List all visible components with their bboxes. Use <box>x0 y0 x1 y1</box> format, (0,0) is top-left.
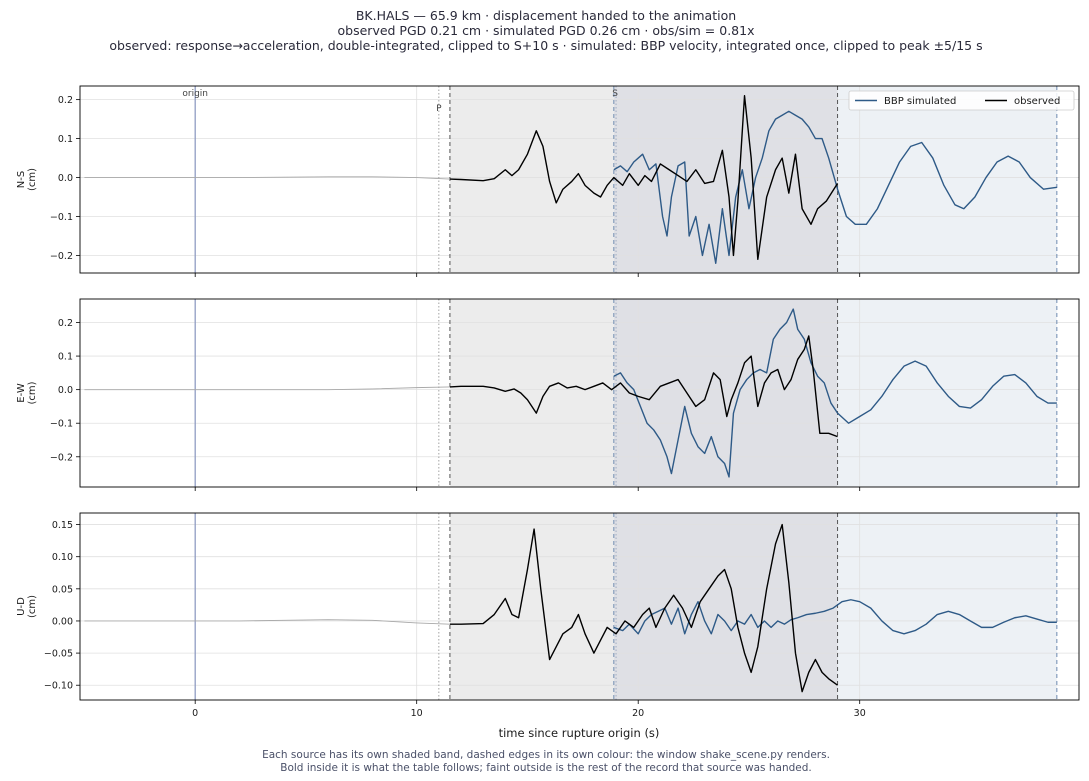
overlap-window-band <box>613 86 838 273</box>
simulated-window-band <box>837 513 1057 700</box>
y-axis-label: N-S(cm) <box>16 168 38 191</box>
y-axis-label-component: U-D <box>16 597 27 616</box>
y-tick-label: 0.0 <box>58 173 73 184</box>
footnote-line-2: Bold inside it is what the table follows… <box>280 762 811 774</box>
axes-frame <box>79 85 1080 274</box>
legend-label-simulated: BBP simulated <box>884 96 956 107</box>
simulated-trace <box>613 110 1057 264</box>
s-arrival-annotation: S <box>612 89 618 99</box>
y-tick-label: −0.10 <box>44 681 73 692</box>
panel-3: −0.10 −0.05 0.00 0.05 0.10 0.15 0 10 20 30 U-D(cm) <box>16 512 1080 719</box>
overlap-window-band <box>613 299 838 487</box>
x-tick-label: 10 <box>411 708 423 719</box>
p-arrival-annotation: P <box>436 104 442 114</box>
legend: BBP simulated observed <box>848 90 1075 111</box>
axes-frame <box>79 512 1080 701</box>
observed-trace-faint <box>84 176 450 180</box>
legend-box <box>848 90 1075 111</box>
simulated-trace <box>613 308 1057 478</box>
y-tick-label: −0.1 <box>50 212 73 223</box>
observed-window-band <box>449 86 614 273</box>
y-axis-label-component: E-W <box>16 383 27 403</box>
observed-trace <box>449 523 838 693</box>
observed-trace-faint <box>84 619 450 625</box>
y-tick-label: −0.1 <box>50 419 73 430</box>
y-axis-label-unit: (cm) <box>27 168 38 191</box>
legend-label-observed: observed <box>1014 96 1060 107</box>
simulated-window-band <box>837 86 1057 273</box>
simulated-trace <box>613 599 1057 635</box>
chart-title-line-2: observed PGD 0.21 cm · simulated PGD 0.2… <box>338 23 755 38</box>
y-tick-label: 0.2 <box>58 318 73 329</box>
simulated-window-band <box>837 299 1057 487</box>
footnote-line-1: Each source has its own shaded band, das… <box>262 749 830 761</box>
observed-trace <box>449 95 839 261</box>
y-tick-label: 0.10 <box>52 552 73 563</box>
origin-annotation: origin <box>182 89 208 99</box>
y-tick-label: 0.15 <box>52 520 73 531</box>
observed-window-band <box>449 299 614 487</box>
panel-2: −0.2 −0.1 0.0 0.1 0.2 E-W(cm) <box>16 298 1080 491</box>
y-tick-label: 0.05 <box>52 584 73 595</box>
y-tick-label: −0.2 <box>50 452 73 463</box>
axes-frame <box>79 298 1080 488</box>
chart-title-line-1: BK.HALS — 65.9 km · displacement handed … <box>356 8 736 23</box>
y-tick-label: 0.0 <box>58 385 73 396</box>
observed-trace-faint <box>84 386 450 391</box>
observed-trace <box>449 335 838 438</box>
y-tick-label: −0.05 <box>44 649 73 660</box>
overlap-window-band <box>613 513 838 700</box>
panel-1: −0.2 −0.1 0.0 0.1 0.2 N-S(cm) origin P S BBP simu… <box>16 85 1080 277</box>
y-axis-label-unit: (cm) <box>27 381 38 404</box>
y-tick-label: 0.1 <box>58 134 73 145</box>
x-tick-label: 0 <box>192 708 198 719</box>
y-tick-label: 0.00 <box>52 616 73 627</box>
y-tick-label: 0.2 <box>58 95 73 106</box>
chart-title-line-3: observed: response→acceleration, double-… <box>109 38 982 53</box>
y-axis-label-component: N-S <box>16 171 27 188</box>
y-tick-label: 0.1 <box>58 352 73 363</box>
y-tick-label: −0.2 <box>50 251 73 262</box>
x-axis-label: time since rupture origin (s) <box>499 726 660 740</box>
y-axis-label: U-D(cm) <box>16 595 38 618</box>
y-axis-label: E-W(cm) <box>16 381 38 404</box>
x-tick-label: 30 <box>854 708 866 719</box>
x-tick-label: 20 <box>632 708 644 719</box>
y-axis-label-unit: (cm) <box>27 595 38 618</box>
